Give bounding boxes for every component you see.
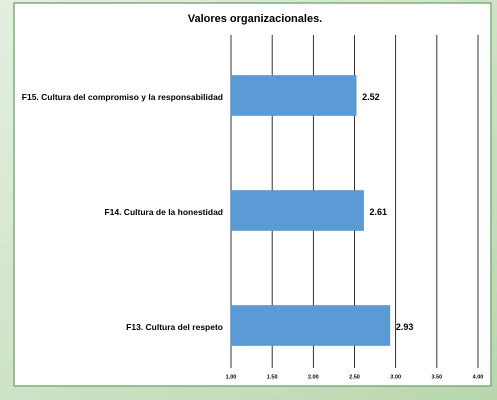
data-label: 2.52 bbox=[362, 92, 380, 102]
y-tick-label: F14. Cultura de la honestidad bbox=[104, 207, 223, 217]
x-tick-label: 3.00 bbox=[390, 374, 401, 380]
x-tick-label: 3.50 bbox=[431, 374, 442, 380]
chart-title: Valores organizacionales. bbox=[188, 13, 323, 25]
bar bbox=[230, 305, 391, 346]
y-tick-label: F15. Cultura del compromiso y la respons… bbox=[22, 92, 223, 102]
y-tick-label: F13. Cultura del respeto bbox=[126, 322, 223, 332]
data-label: 2.61 bbox=[370, 207, 388, 217]
bar bbox=[230, 75, 357, 116]
x-tick-label: 2.50 bbox=[349, 374, 360, 380]
data-label: 2.93 bbox=[396, 322, 414, 332]
x-tick-label: 4.00 bbox=[473, 374, 484, 380]
x-tick-label: 2.00 bbox=[308, 374, 319, 380]
x-tick-label: 1.50 bbox=[267, 374, 278, 380]
bar bbox=[230, 190, 364, 231]
x-tick-label: 1.00 bbox=[226, 374, 237, 380]
